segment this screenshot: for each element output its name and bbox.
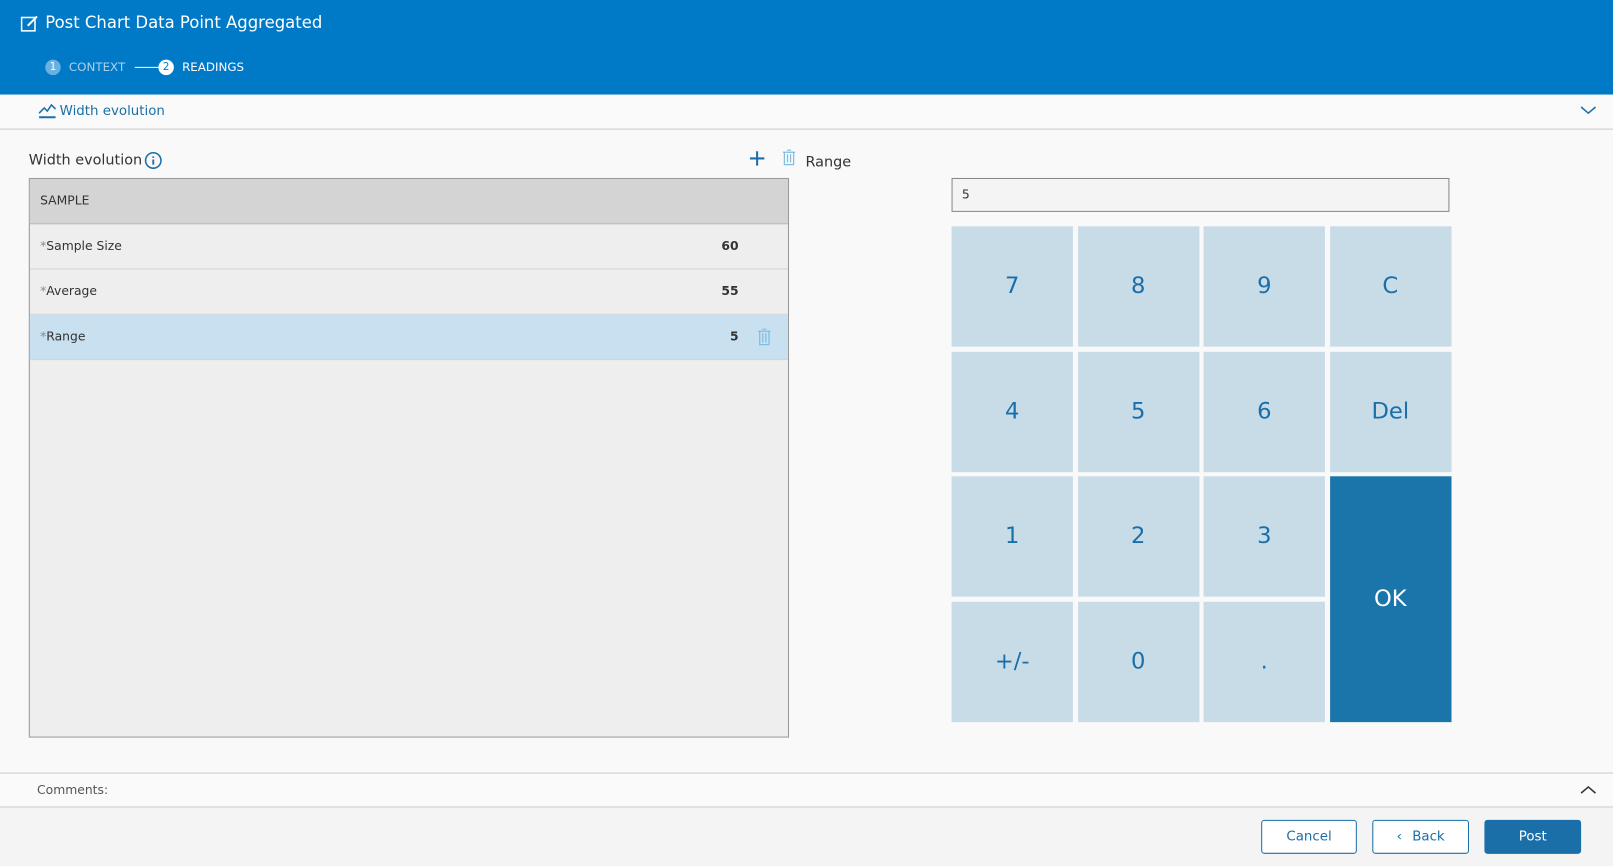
add-icon[interactable] [748,149,767,168]
key-6[interactable]: 6 [1203,351,1325,472]
edit-icon [20,15,38,32]
table-header: SAMPLE [29,178,788,225]
readings-table: SAMPLE *Sample Size 60 *Average 55 *Range 5 [28,177,790,738]
comments-bar[interactable]: Comments: [0,772,1613,808]
key-ok[interactable]: OK [1329,476,1451,722]
chart-icon [38,103,57,119]
current-field-label: Range [805,154,852,171]
key-7[interactable]: 7 [951,226,1073,347]
page-title: Post Chart Data Point Aggregated [45,12,323,32]
key-4[interactable]: 4 [951,351,1073,472]
step-context[interactable]: 1 CONTEXT [45,59,125,76]
delete-row-icon[interactable] [757,328,771,346]
table-row[interactable]: *Sample Size 60 [29,224,788,270]
key-decimal[interactable]: . [1203,601,1325,722]
cancel-button[interactable]: Cancel [1261,819,1357,854]
key-3[interactable]: 3 [1203,476,1325,597]
key-2[interactable]: 2 [1077,476,1199,597]
key-1[interactable]: 1 [951,476,1073,597]
key-0[interactable]: 0 [1077,601,1199,722]
header-bar: Post Chart Data Point Aggregated 1 CONTEX… [0,0,1613,95]
chevron-left-icon: ‹ [1396,829,1402,845]
chevron-up-icon[interactable] [1580,785,1597,795]
back-button[interactable]: ‹ Back [1372,819,1469,854]
comments-label: Comments: [37,782,109,798]
table-row[interactable]: *Range 5 [29,314,788,361]
section-bar[interactable]: Width evolution [0,94,1613,130]
step-readings[interactable]: 2 READINGS [158,59,244,76]
key-8[interactable]: 8 [1077,226,1199,347]
chevron-down-icon[interactable] [1580,105,1597,115]
section-label: Width evolution [59,103,165,120]
trash-icon[interactable] [782,149,796,166]
post-button[interactable]: Post [1484,819,1582,854]
value-input[interactable]: 5 [951,177,1450,212]
key-5[interactable]: 5 [1077,351,1199,472]
key-9[interactable]: 9 [1203,226,1325,347]
key-C[interactable]: C [1329,226,1451,347]
key-Del[interactable]: Del [1329,351,1451,472]
key-sign[interactable]: +/- [951,601,1073,722]
footer [0,807,1613,866]
table-title: Width evolution [28,152,143,169]
step-connector [134,66,160,68]
table-row[interactable]: *Average 55 [29,270,788,315]
info-icon[interactable] [144,151,163,170]
